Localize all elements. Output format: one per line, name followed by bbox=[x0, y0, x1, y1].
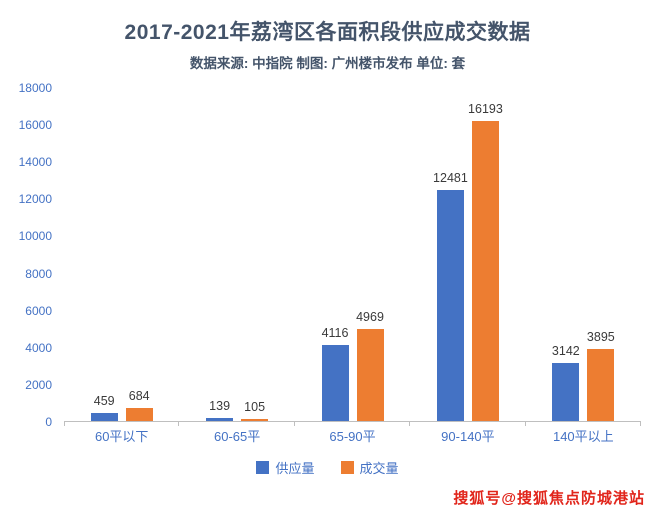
y-tick-label: 18000 bbox=[18, 81, 52, 95]
bar-供应量: 139 bbox=[206, 399, 234, 421]
x-axis-label: 140平以上 bbox=[552, 429, 614, 444]
bar-value-label: 4969 bbox=[356, 310, 384, 325]
bar-value-label: 3142 bbox=[551, 343, 580, 358]
y-tick-label: 16000 bbox=[18, 118, 52, 133]
y-tick-label: 0 bbox=[45, 415, 52, 429]
bar-value-label: 16193 bbox=[468, 102, 503, 117]
bar-group: 139 105 60-65平 bbox=[179, 88, 296, 444]
bar-group: 3142 3895 140平以上 bbox=[526, 88, 642, 444]
bar-成交量: 4969 bbox=[356, 310, 384, 421]
bar-value-label: 3895 bbox=[586, 329, 615, 344]
bar-value-label: 139 bbox=[209, 399, 231, 414]
x-axis-label: 90-140平 bbox=[441, 429, 495, 444]
bar-供应量: 4116 bbox=[321, 326, 349, 421]
legend-label: 供应量 bbox=[275, 461, 315, 476]
bar-value-label: 12481 bbox=[433, 171, 468, 186]
bar-成交量: 105 bbox=[241, 400, 269, 421]
y-tick-label: 2000 bbox=[25, 377, 52, 392]
x-axis-label: 60平以下 bbox=[94, 429, 149, 444]
chart-title: 2017-2021年荔湾区各面积段供应成交数据 bbox=[124, 21, 531, 44]
y-tick-label: 4000 bbox=[25, 340, 52, 355]
legend-item: 成交量 bbox=[340, 458, 399, 477]
bar-供应量: 3142 bbox=[552, 344, 580, 421]
y-tick-label: 10000 bbox=[18, 229, 52, 244]
bar-chart: 0 2000 4000 6000 8000 10000 12000 14000 16000 180… bbox=[10, 81, 642, 444]
bar-value-label: 105 bbox=[244, 400, 266, 415]
legend-label: 成交量 bbox=[359, 461, 399, 476]
bar-group: 12481 16193 90-140平 bbox=[410, 88, 527, 444]
bar-供应量: 12481 bbox=[433, 171, 468, 421]
legend-swatch bbox=[340, 461, 354, 474]
chart-subtitle: 数据来源: 中指院 制图: 广州楼市发布 单位: 套 bbox=[189, 56, 466, 71]
x-axis-label: 65-90平 bbox=[329, 429, 376, 444]
y-tick-label: 6000 bbox=[25, 303, 52, 318]
bar-value-label: 4116 bbox=[321, 325, 349, 340]
y-axis: 0 2000 4000 6000 8000 10000 12000 14000 16000 180… bbox=[10, 81, 60, 429]
x-axis-label: 60-65平 bbox=[213, 429, 261, 444]
bar-group: 4116 4969 65-90平 bbox=[295, 88, 411, 444]
bar-供应量: 459 bbox=[90, 394, 118, 421]
bar-value-label: 459 bbox=[93, 393, 115, 408]
y-tick-label: 12000 bbox=[18, 192, 52, 207]
plot-area: 459 684 60平以下 139 105 60-65平 4116 4969 65-90平 124… bbox=[64, 88, 642, 444]
watermark: 搜狐号@搜狐焦点防城港站 bbox=[449, 485, 649, 510]
bar-成交量: 684 bbox=[125, 389, 153, 421]
y-tick-label: 14000 bbox=[18, 155, 52, 170]
bar-value-label: 684 bbox=[128, 389, 150, 404]
y-tick-label: 8000 bbox=[25, 266, 52, 281]
legend-item: 供应量 bbox=[256, 458, 315, 477]
bar-成交量: 3895 bbox=[587, 330, 615, 421]
bar-成交量: 16193 bbox=[468, 102, 503, 421]
bar-group: 459 684 60平以下 bbox=[64, 88, 180, 444]
legend-swatch bbox=[256, 461, 270, 474]
legend: 供应量 成交量 bbox=[0, 458, 655, 477]
